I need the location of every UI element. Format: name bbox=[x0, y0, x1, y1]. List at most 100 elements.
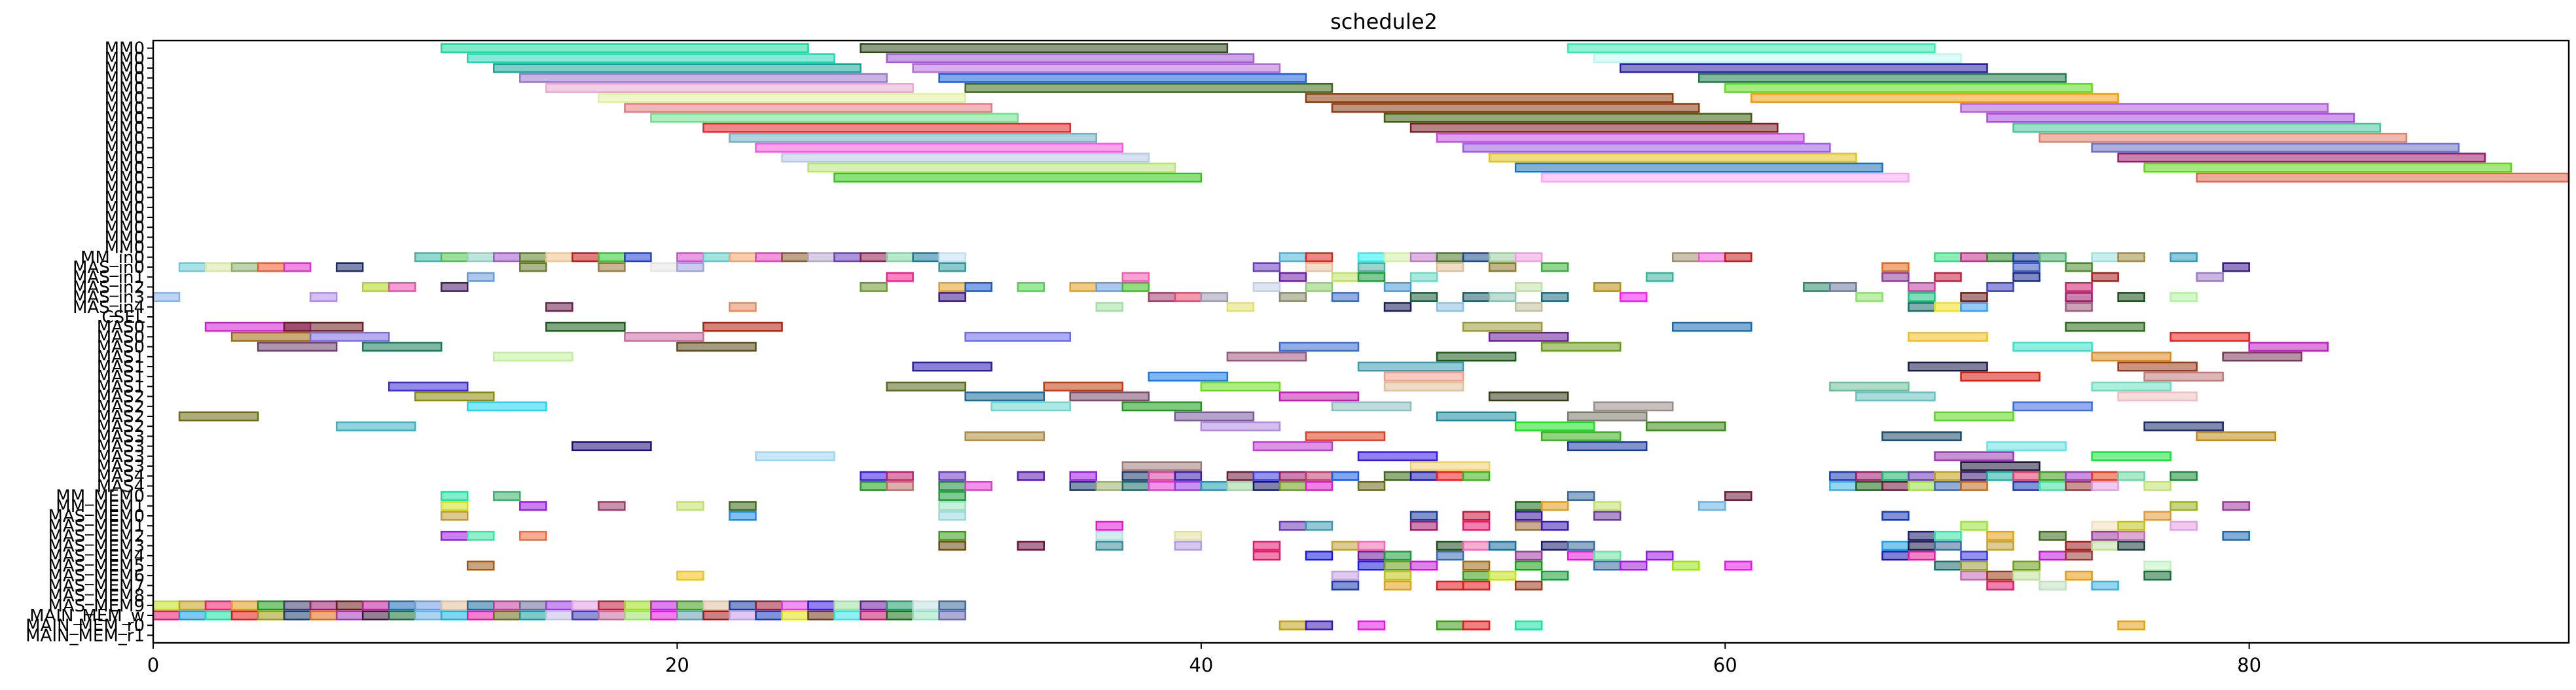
task-bar bbox=[1960, 551, 1988, 561]
task-bar bbox=[2143, 162, 2513, 173]
task-bar bbox=[624, 600, 652, 611]
task-bar bbox=[440, 501, 469, 511]
task-bar bbox=[676, 600, 704, 611]
task-bar bbox=[1986, 281, 2014, 292]
task-bar bbox=[833, 252, 862, 263]
y-tick-label: MAIN_MEM_w bbox=[29, 606, 145, 626]
task-bar bbox=[1724, 82, 2093, 93]
y-tick-label: MM0 bbox=[105, 139, 145, 158]
y-tick-label: MM0 bbox=[105, 228, 145, 247]
task-bar bbox=[1488, 541, 1517, 551]
task-bar bbox=[178, 600, 207, 611]
task-bar bbox=[2012, 272, 2041, 282]
task-bar bbox=[1672, 560, 1700, 571]
task-bar bbox=[1908, 361, 1988, 372]
task-bar bbox=[1934, 530, 1962, 541]
task-bar bbox=[2117, 252, 2145, 263]
y-tick-label: MM0 bbox=[105, 39, 145, 59]
task-bar bbox=[1934, 272, 1962, 282]
task-bar bbox=[2065, 471, 2093, 481]
task-bar bbox=[440, 491, 469, 501]
task-bar bbox=[309, 600, 338, 611]
task-bar bbox=[2091, 272, 2119, 282]
task-bar bbox=[1383, 252, 1412, 263]
task-bar bbox=[912, 63, 1281, 73]
task-bar bbox=[2091, 471, 2119, 481]
task-bar bbox=[1279, 252, 1307, 263]
task-bar bbox=[2012, 262, 2041, 272]
y-tick-label: MAS_MEM5 bbox=[48, 556, 145, 576]
y-tick-label: MM0 bbox=[105, 149, 145, 168]
task-bar bbox=[1331, 541, 1360, 551]
task-bar bbox=[1514, 511, 1543, 521]
task-bar bbox=[361, 342, 443, 352]
task-bar bbox=[1514, 520, 1543, 531]
y-tick-label: MAS_MEM9 bbox=[48, 596, 145, 616]
task-bar bbox=[1331, 570, 1360, 581]
y-tick-label: MM_MEM1 bbox=[56, 497, 145, 517]
task-bar bbox=[1514, 421, 1595, 431]
task-bar bbox=[938, 292, 966, 302]
task-bar bbox=[2065, 481, 2093, 491]
task-bar bbox=[1462, 252, 1491, 263]
task-bar bbox=[1436, 471, 1464, 481]
y-tick-label: MAS1 bbox=[97, 367, 145, 387]
task-bar bbox=[1514, 281, 1543, 292]
task-bar bbox=[650, 262, 678, 272]
task-bar bbox=[1986, 570, 2014, 581]
task-bar bbox=[624, 252, 652, 263]
task-bar bbox=[1619, 292, 1648, 302]
task-bar bbox=[204, 610, 233, 621]
task-bar bbox=[729, 252, 757, 263]
task-bar bbox=[2091, 530, 2119, 541]
task-bar bbox=[729, 501, 757, 511]
task-bar bbox=[755, 600, 783, 611]
y-tick-label: MAS3 bbox=[97, 437, 145, 457]
task-bar bbox=[2196, 172, 2570, 183]
y-tick-label: MM0 bbox=[105, 168, 145, 188]
task-bar bbox=[204, 262, 233, 272]
task-bar bbox=[2143, 481, 2171, 491]
task-bar bbox=[2012, 252, 2041, 263]
task-bar bbox=[1672, 321, 1752, 332]
task-bar bbox=[1252, 441, 1333, 452]
task-bar bbox=[1357, 541, 1386, 551]
task-bar bbox=[2117, 541, 2145, 551]
task-bar bbox=[755, 143, 1124, 153]
task-bar bbox=[1881, 481, 1910, 491]
task-bar bbox=[1934, 560, 1962, 571]
task-bar bbox=[1462, 570, 1491, 581]
task-bar bbox=[1174, 481, 1203, 491]
task-bar bbox=[1645, 421, 1726, 431]
task-bar bbox=[1305, 281, 1333, 292]
task-bar bbox=[440, 600, 469, 611]
task-bar bbox=[886, 471, 914, 481]
task-bar bbox=[1279, 471, 1307, 481]
task-bar bbox=[1305, 471, 1333, 481]
task-bar bbox=[676, 610, 704, 621]
task-bar bbox=[781, 600, 809, 611]
task-bar bbox=[1409, 461, 1491, 471]
task-bar bbox=[1960, 292, 1988, 302]
task-bar bbox=[938, 471, 966, 481]
task-bar bbox=[598, 252, 626, 263]
task-bar bbox=[1174, 541, 1203, 551]
task-bar bbox=[2222, 352, 2303, 362]
task-bar bbox=[519, 600, 547, 611]
task-bar bbox=[571, 441, 652, 452]
task-bar bbox=[1357, 560, 1386, 571]
y-tick-label: MAS0 bbox=[97, 318, 145, 337]
task-bar bbox=[440, 511, 469, 521]
task-bar bbox=[1462, 471, 1491, 481]
task-bar bbox=[1462, 520, 1491, 531]
task-bar bbox=[1881, 262, 1910, 272]
task-bar bbox=[1409, 511, 1438, 521]
x-axis-ticks: 0 20 40 60 80 bbox=[147, 643, 2261, 676]
task-bar bbox=[1934, 471, 1962, 481]
task-bar bbox=[1593, 511, 1622, 521]
task-bar bbox=[2196, 431, 2277, 441]
task-bar bbox=[1436, 541, 1464, 551]
task-bar bbox=[230, 610, 259, 621]
task-bar bbox=[545, 600, 573, 611]
task-bar bbox=[2012, 560, 2041, 571]
